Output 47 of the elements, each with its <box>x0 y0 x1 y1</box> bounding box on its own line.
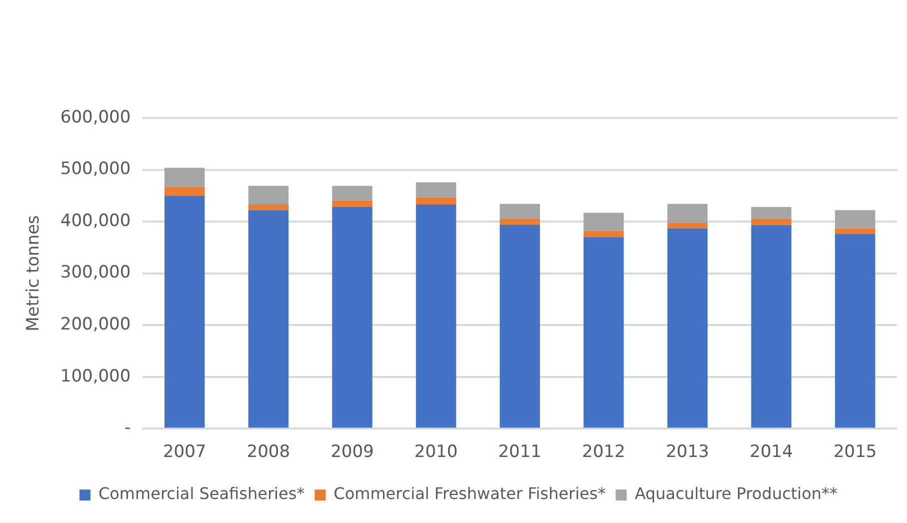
x-tick-label: 2007 <box>162 442 206 462</box>
y-tick-label: 100,000 <box>60 366 131 386</box>
bar <box>500 204 540 218</box>
bar <box>667 204 708 223</box>
bar <box>834 210 876 228</box>
y-tick-label: 400,000 <box>60 210 131 231</box>
bar <box>500 224 540 428</box>
bar <box>416 197 456 204</box>
bar <box>416 182 456 198</box>
bar <box>164 196 205 428</box>
bar <box>667 228 708 428</box>
x-tick-label: 2015 <box>833 442 877 462</box>
x-tick-label: 2008 <box>246 442 290 462</box>
x-tick-label: 2011 <box>498 442 542 462</box>
bar <box>667 222 708 228</box>
x-tick-label: 2014 <box>750 442 793 462</box>
bar <box>248 204 289 210</box>
bar <box>751 218 792 226</box>
x-tick-label: 2010 <box>414 442 458 462</box>
bar <box>248 186 289 204</box>
bar <box>584 230 624 238</box>
bar <box>584 212 624 231</box>
legend-label: Commercial Seafisheries* <box>98 484 305 504</box>
y-tick-label: 200,000 <box>60 314 131 334</box>
y-tick-label: 600,000 <box>60 107 131 128</box>
bar <box>332 186 372 200</box>
bar <box>248 210 289 428</box>
x-tick-label: 2012 <box>582 442 626 462</box>
bar <box>834 234 876 428</box>
bar <box>584 237 624 428</box>
x-tick-label: 2013 <box>666 442 710 462</box>
bar <box>164 168 205 187</box>
bar <box>751 207 792 219</box>
y-tick-label: 300,000 <box>60 262 131 283</box>
y-axis-title: Metric tonnes <box>24 215 44 332</box>
bar <box>751 225 792 428</box>
bar <box>332 200 372 208</box>
bar <box>332 207 372 428</box>
legend-label: Aquaculture Production** <box>634 484 838 504</box>
bar <box>500 218 540 225</box>
x-tick-label: 2009 <box>330 442 374 462</box>
y-tick-label: - <box>124 418 131 438</box>
bar <box>164 186 205 196</box>
bar <box>416 204 456 428</box>
bar <box>834 228 876 234</box>
y-tick-label: 500,000 <box>60 159 131 180</box>
legend-label: Commercial Freshwater Fisheries* <box>334 484 606 504</box>
